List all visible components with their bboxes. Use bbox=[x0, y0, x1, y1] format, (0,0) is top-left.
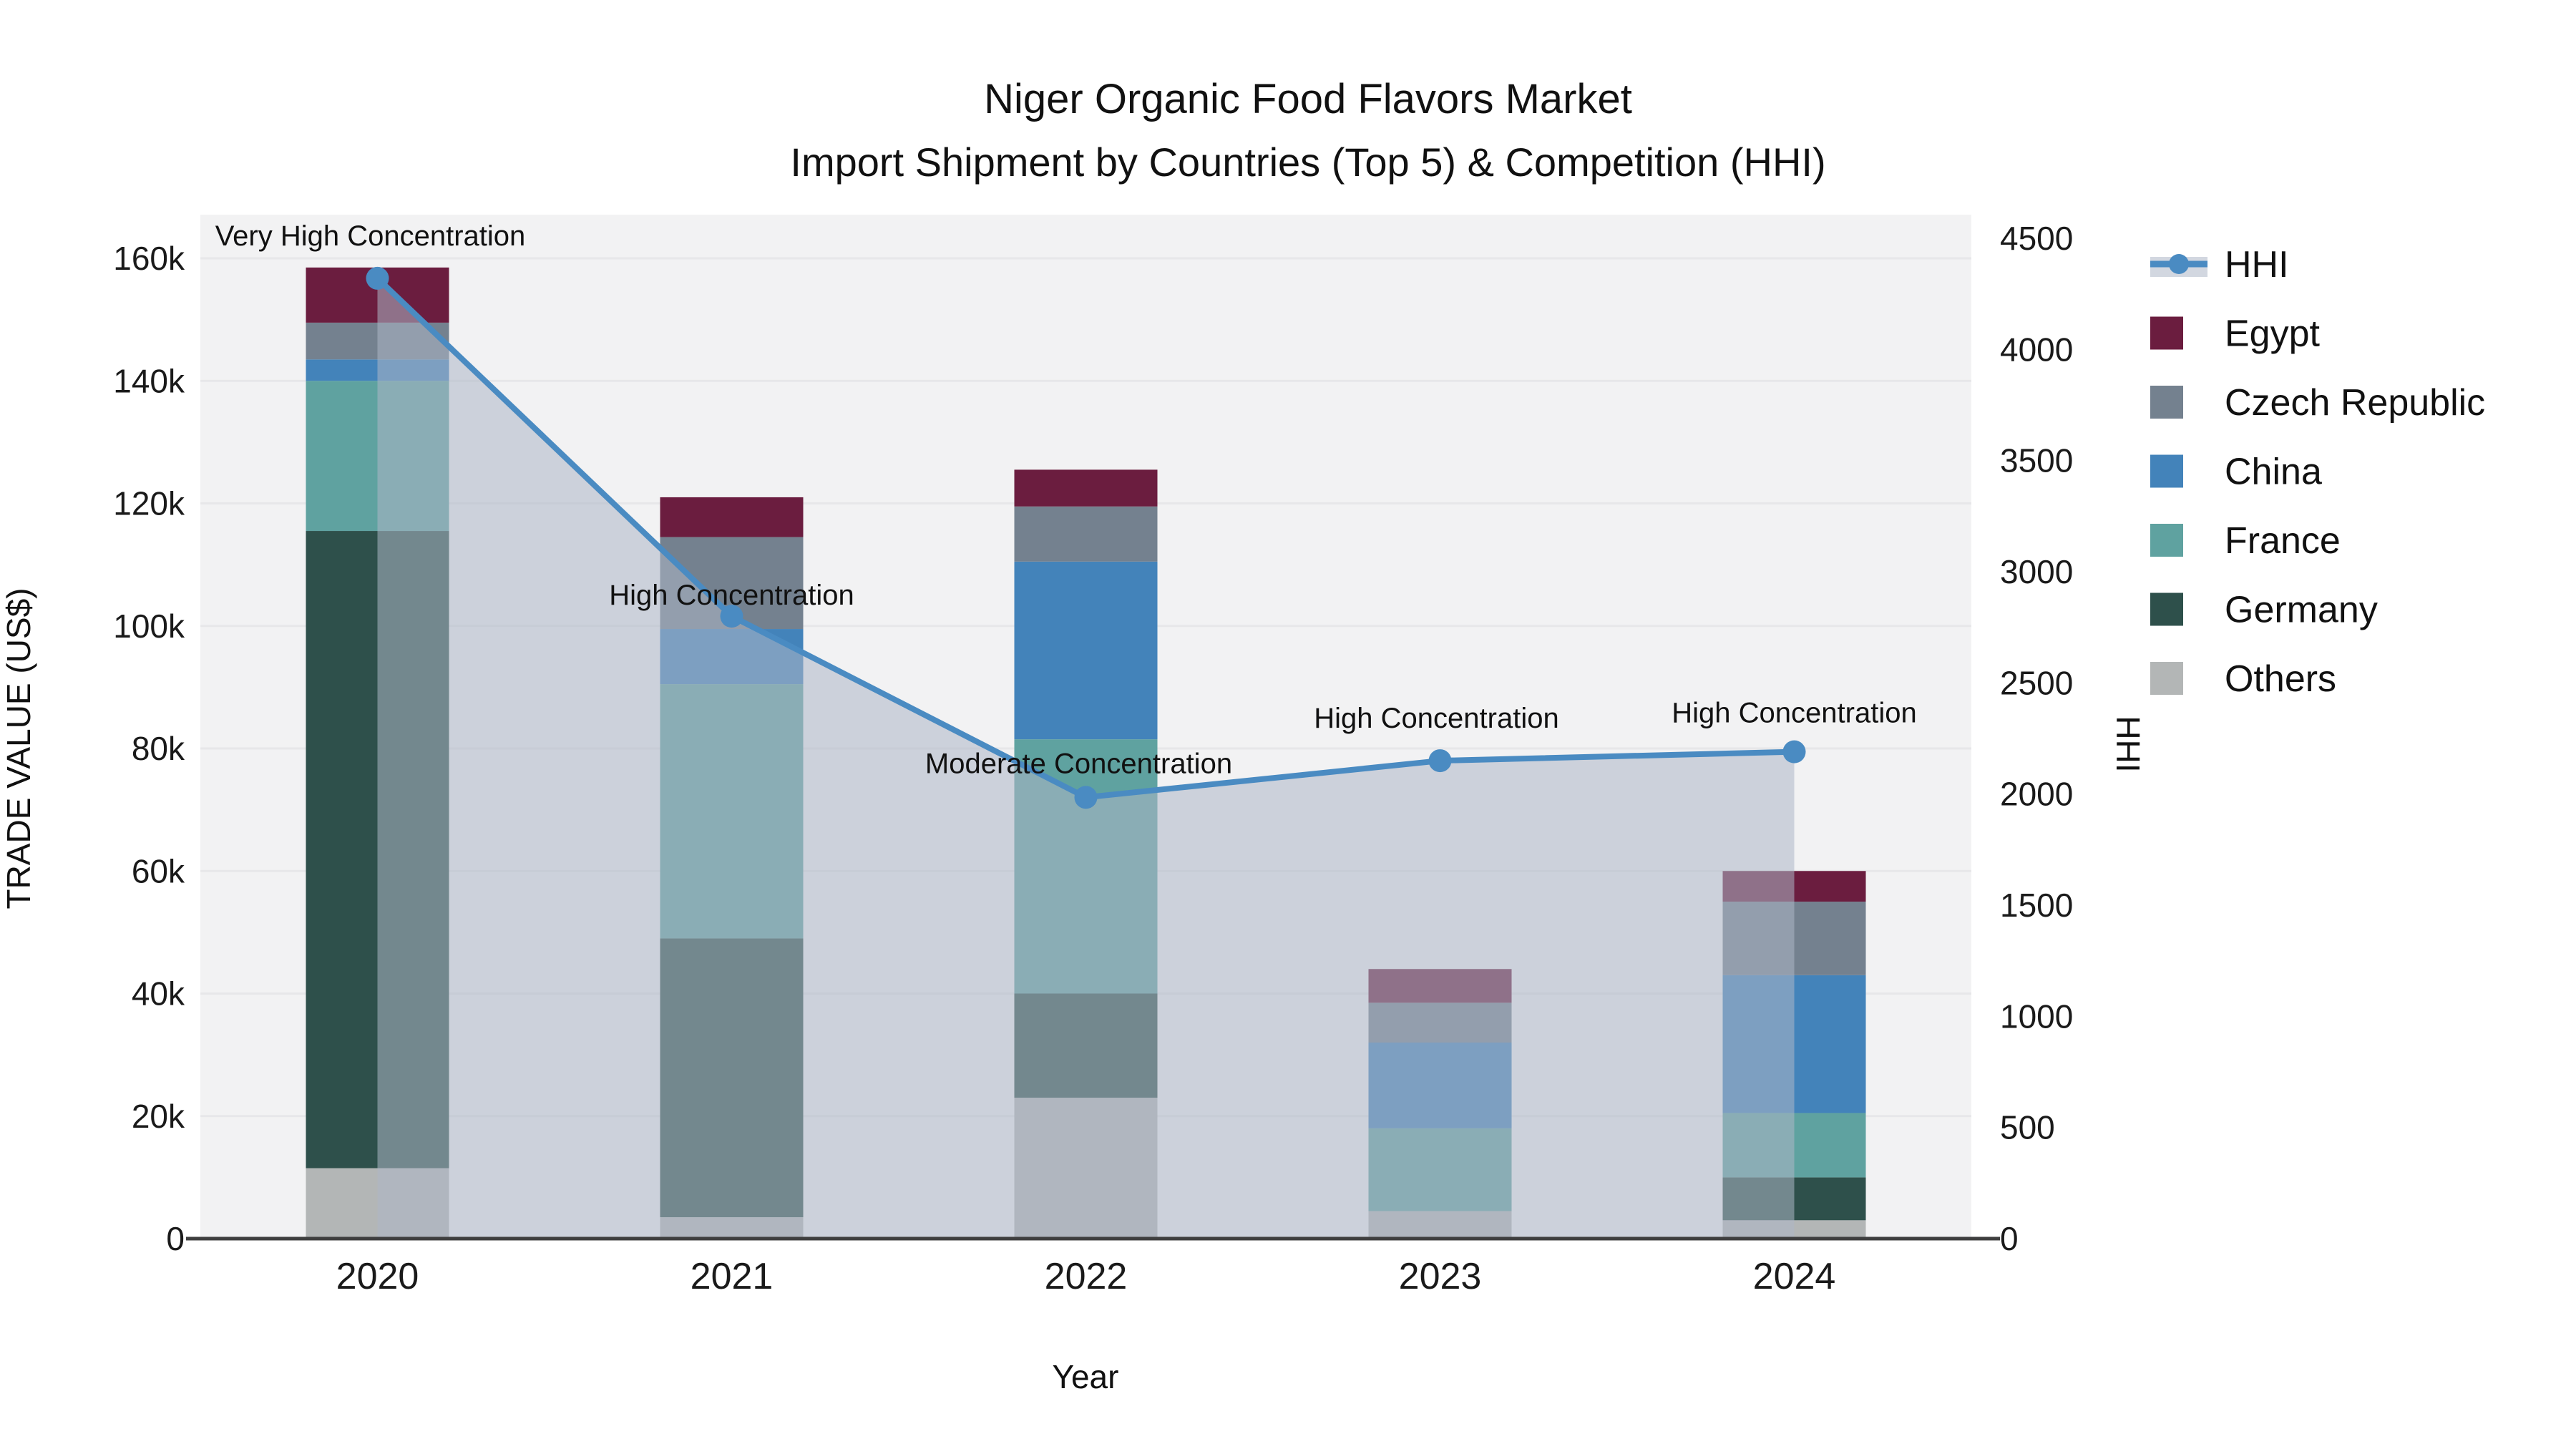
bar-segment-czech-republic[interactable] bbox=[1014, 506, 1158, 562]
hhi-area-fill bbox=[377, 278, 1795, 1239]
y-left-tick: 120k bbox=[113, 485, 185, 522]
x-tick-2024: 2024 bbox=[1753, 1256, 1836, 1297]
y-right-tick: 2000 bbox=[2000, 776, 2073, 813]
chart-title-line1: Niger Organic Food Flavors Market bbox=[984, 76, 1632, 122]
y-right-tick: 0 bbox=[2000, 1220, 2019, 1257]
y-left-tick: 100k bbox=[113, 608, 185, 645]
hhi-markers bbox=[366, 266, 1806, 809]
legend-label: France bbox=[2225, 520, 2341, 562]
y-right-tick: 3500 bbox=[2000, 442, 2073, 479]
annotation-2024: High Concentration bbox=[1672, 698, 1916, 729]
legend-color-swatch bbox=[2150, 524, 2183, 557]
y-right-tick: 3000 bbox=[2000, 553, 2073, 590]
y-right-tick: 1500 bbox=[2000, 887, 2073, 924]
legend-item-others[interactable]: Others bbox=[2150, 658, 2336, 700]
y-axis-right-title: HHI bbox=[2109, 716, 2147, 772]
legend-label: Others bbox=[2225, 658, 2336, 700]
legend-color-swatch bbox=[2150, 592, 2183, 626]
hhi-marker-2020[interactable] bbox=[366, 266, 389, 290]
y-right-tick: 1000 bbox=[2000, 997, 2073, 1035]
y-right-tick: 2500 bbox=[2000, 664, 2073, 701]
legend-item-hhi[interactable]: HHI bbox=[2150, 244, 2289, 286]
chart-title-line2: Import Shipment by Countries (Top 5) & C… bbox=[790, 140, 1825, 185]
legend-color-swatch bbox=[2150, 386, 2183, 419]
bar-segment-egypt[interactable] bbox=[1014, 469, 1158, 507]
y-left-tick: 160k bbox=[113, 240, 185, 277]
bar-segment-egypt[interactable] bbox=[660, 497, 804, 537]
y-axis-right-ticks: 0 500 1000 1500 2000 2500 3000 3500 4000 4500 bbox=[2000, 220, 2073, 1257]
annotations: Very High Concentration High Concentratio… bbox=[215, 220, 1917, 779]
y-left-tick: 20k bbox=[132, 1098, 185, 1135]
x-tick-2021: 2021 bbox=[691, 1256, 774, 1297]
legend-item-czech-republic[interactable]: Czech Republic bbox=[2150, 382, 2485, 424]
y-right-tick: 500 bbox=[2000, 1109, 2055, 1146]
legend: HHI Egypt Czech Republic China France Germany… bbox=[2150, 244, 2485, 700]
y-left-tick: 0 bbox=[166, 1220, 185, 1257]
y-right-tick: 4500 bbox=[2000, 220, 2073, 257]
legend-item-egypt[interactable]: Egypt bbox=[2150, 313, 2321, 355]
annotation-2021: High Concentration bbox=[609, 580, 854, 611]
legend-item-france[interactable]: France bbox=[2150, 520, 2341, 562]
annotation-2022: Moderate Concentration bbox=[925, 748, 1232, 779]
bar-segment-china[interactable] bbox=[1014, 561, 1158, 740]
y-left-tick: 140k bbox=[113, 362, 185, 399]
legend-label: Czech Republic bbox=[2225, 382, 2485, 424]
hhi-marker-2024[interactable] bbox=[1782, 740, 1806, 763]
x-axis-ticks: 2020 2021 2022 2023 2024 bbox=[336, 1256, 1836, 1297]
legend-label: HHI bbox=[2225, 244, 2289, 286]
y-axis-left-title: TRADE VALUE (US$) bbox=[0, 587, 37, 909]
legend-label: Egypt bbox=[2225, 313, 2321, 355]
annotation-2020: Very High Concentration bbox=[215, 220, 526, 252]
legend-color-swatch bbox=[2150, 454, 2183, 488]
x-tick-2020: 2020 bbox=[336, 1256, 419, 1297]
y-left-tick: 60k bbox=[132, 852, 185, 889]
legend-item-china[interactable]: China bbox=[2150, 452, 2322, 493]
legend-color-swatch bbox=[2150, 662, 2183, 695]
y-left-tick: 40k bbox=[132, 975, 185, 1013]
annotation-2023: High Concentration bbox=[1314, 703, 1558, 734]
hhi-marker-2021[interactable] bbox=[720, 605, 743, 628]
x-tick-2022: 2022 bbox=[1045, 1256, 1128, 1297]
hhi-marker-2023[interactable] bbox=[1428, 749, 1452, 773]
y-right-tick: 4000 bbox=[2000, 331, 2073, 368]
legend-color-swatch bbox=[2150, 316, 2183, 350]
legend-label: Germany bbox=[2225, 590, 2378, 631]
y-left-tick: 80k bbox=[132, 730, 185, 767]
legend-label: China bbox=[2225, 452, 2322, 493]
legend-hhi-marker-swatch bbox=[2169, 254, 2189, 274]
legend-item-germany[interactable]: Germany bbox=[2150, 590, 2378, 631]
x-axis-title: Year bbox=[1053, 1358, 1119, 1395]
y-axis-left-ticks: 0 20k 40k 60k 80k 100k 120k 140k 160k bbox=[113, 240, 185, 1257]
x-tick-2023: 2023 bbox=[1399, 1256, 1482, 1297]
hhi-marker-2022[interactable] bbox=[1074, 786, 1098, 809]
